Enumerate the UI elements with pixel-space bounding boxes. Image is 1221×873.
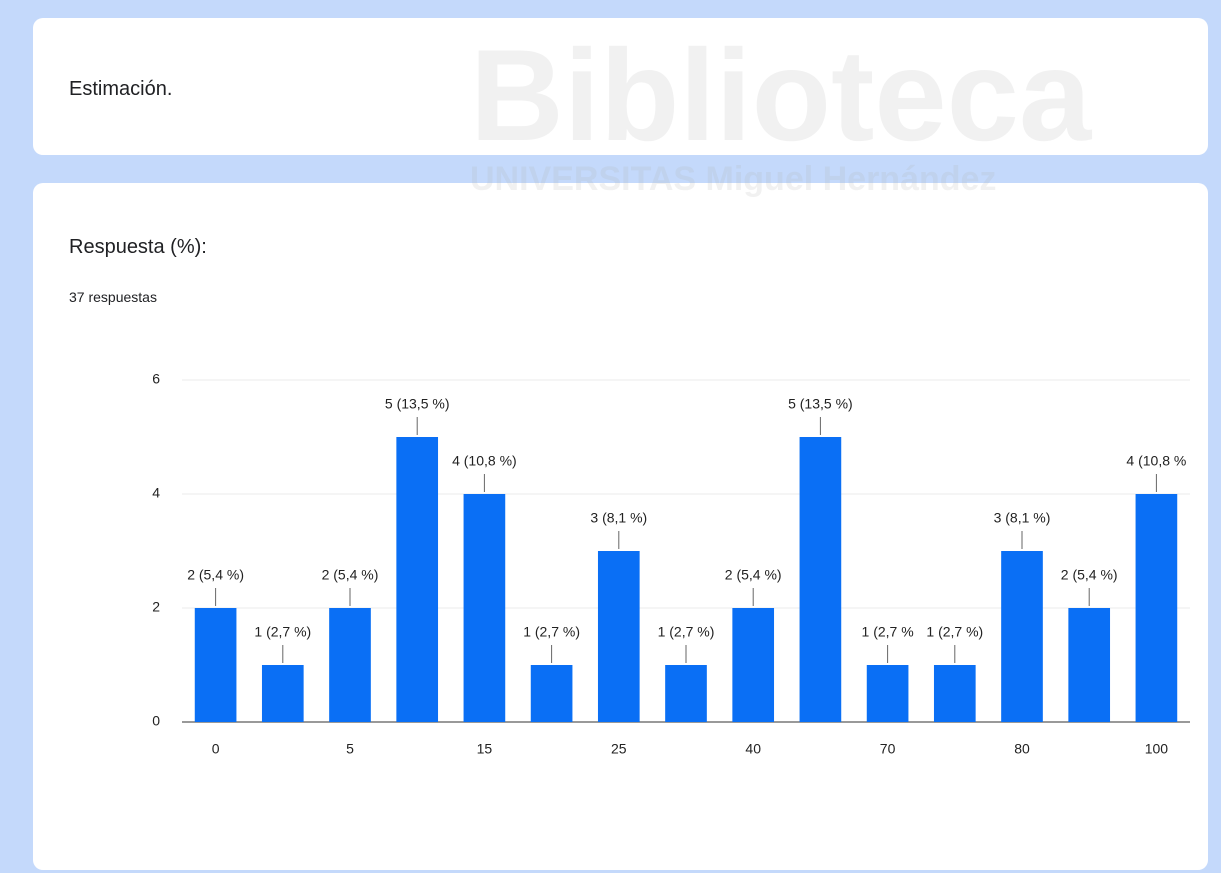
x-tick-label: 5 [346,741,354,757]
x-tick-label: 0 [212,741,220,757]
y-tick-label: 6 [152,371,160,387]
data-label: 2 (5,4 %) [187,567,244,583]
bar [597,551,640,722]
header-card [33,18,1208,155]
data-label: 5 (13,5 %) [788,396,853,412]
data-label: 4 (10,8 % [1126,453,1186,469]
bar [194,608,237,722]
data-label: 4 (10,8 %) [452,453,517,469]
data-label: 5 (13,5 %) [385,396,450,412]
watermark: Biblioteca [470,22,1092,168]
bar [396,437,439,722]
x-tick-label: 15 [477,741,493,757]
x-tick-label: 25 [611,741,627,757]
data-label: 3 (8,1 %) [994,510,1051,526]
bar [799,437,842,722]
x-tick-label: 70 [880,741,896,757]
bar [463,494,506,722]
bar [261,665,304,722]
chart-card [33,183,1208,870]
bar [1001,551,1043,722]
chart-title: Respuesta (%): [69,236,207,258]
y-tick-label: 4 [152,485,160,501]
data-label: 1 (2,7 % [862,624,914,640]
section-title: Estimación. [69,78,173,100]
x-tick-label: 40 [745,741,761,757]
data-label: 1 (2,7 %) [523,624,580,640]
watermark-subtitle: UNIVERSITAS Miguel Hernández [470,160,997,198]
data-label: 2 (5,4 %) [322,567,379,583]
bar [866,665,909,722]
bar [329,608,371,722]
data-label: 1 (2,7 %) [658,624,715,640]
y-tick-label: 2 [152,599,160,615]
bar [732,608,775,722]
data-label: 2 (5,4 %) [725,567,782,583]
y-tick-label: 0 [152,713,160,729]
x-tick-label: 100 [1145,741,1169,757]
bar [530,665,573,722]
chart-subtitle: 37 respuestas [69,289,157,305]
data-label: 3 (8,1 %) [590,510,647,526]
bar [1068,608,1111,722]
data-label: 1 (2,7 %) [926,624,983,640]
bar [933,665,976,722]
data-label: 2 (5,4 %) [1061,567,1118,583]
data-label: 1 (2,7 %) [254,624,311,640]
x-tick-label: 80 [1014,741,1030,757]
bar [665,665,707,722]
bar [1135,494,1178,722]
